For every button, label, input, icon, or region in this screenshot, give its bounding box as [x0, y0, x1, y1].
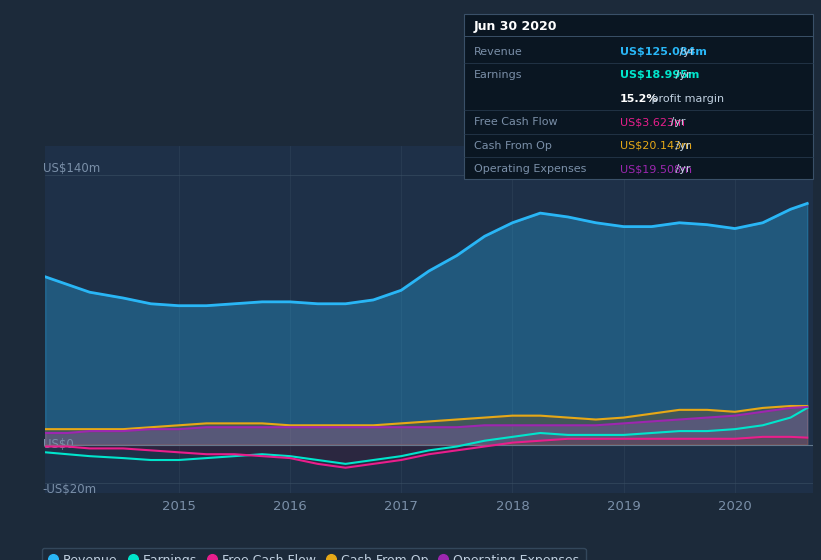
Text: Jun 30 2020: Jun 30 2020: [474, 20, 557, 32]
Text: Free Cash Flow: Free Cash Flow: [474, 117, 557, 127]
Text: US$3.623m: US$3.623m: [620, 117, 685, 127]
Text: US$0: US$0: [43, 438, 74, 451]
Text: US$18.995m: US$18.995m: [620, 70, 699, 80]
Text: Operating Expenses: Operating Expenses: [474, 164, 586, 174]
Text: Earnings: Earnings: [474, 70, 522, 80]
Text: profit margin: profit margin: [648, 94, 724, 104]
Legend: Revenue, Earnings, Free Cash Flow, Cash From Op, Operating Expenses: Revenue, Earnings, Free Cash Flow, Cash …: [42, 548, 586, 560]
Text: US$140m: US$140m: [43, 161, 100, 175]
Text: /yr: /yr: [672, 141, 690, 151]
Text: US$19.508m: US$19.508m: [620, 164, 692, 174]
Text: -US$20m: -US$20m: [43, 483, 97, 496]
Text: 15.2%: 15.2%: [620, 94, 658, 104]
Text: /yr: /yr: [667, 117, 686, 127]
Text: /yr: /yr: [677, 46, 695, 57]
Text: /yr: /yr: [672, 70, 690, 80]
Text: /yr: /yr: [672, 164, 690, 174]
Text: Cash From Op: Cash From Op: [474, 141, 552, 151]
Text: US$125.084m: US$125.084m: [620, 46, 707, 57]
Text: US$20.143m: US$20.143m: [620, 141, 692, 151]
Text: Revenue: Revenue: [474, 46, 522, 57]
